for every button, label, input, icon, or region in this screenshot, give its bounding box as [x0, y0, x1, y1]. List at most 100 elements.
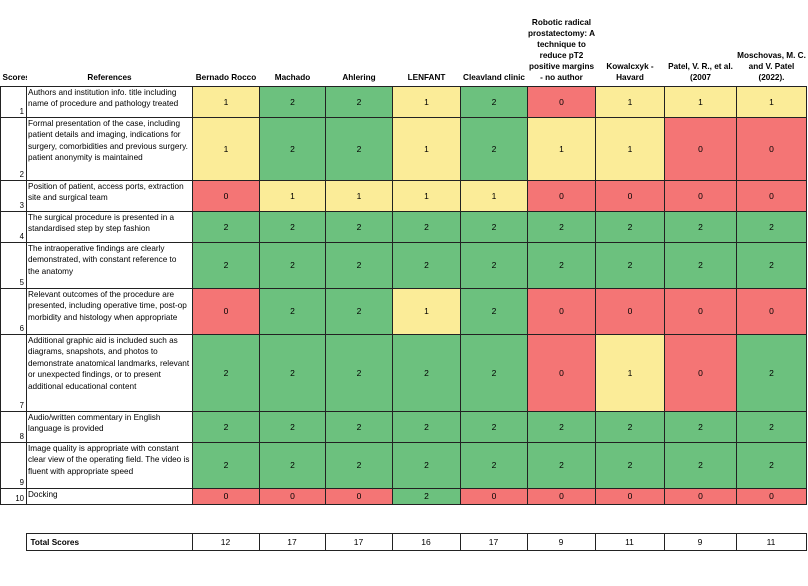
score-cell: 2: [192, 441, 260, 489]
criterion-reference: The intraoperative findings are clearly …: [26, 241, 193, 289]
header-references: References: [26, 0, 193, 86]
scoring-table: Scores References Bernado Rocco Machado …: [0, 0, 807, 505]
header-column: Machado: [259, 0, 326, 86]
total-value: 9: [663, 533, 737, 551]
score-cell: 1: [192, 85, 260, 118]
score-cell: 1: [595, 333, 665, 412]
criterion-reference: Docking: [26, 487, 193, 505]
table-row: 5 The intraoperative findings are clearly…: [0, 241, 807, 289]
score-cell: 2: [664, 410, 737, 443]
score-cell: 2: [392, 241, 461, 289]
header-column: Patel, V. R., et al. (2007: [664, 0, 737, 86]
score-cell: 0: [259, 487, 326, 505]
total-value: 12: [191, 533, 260, 551]
criterion-reference: Authors and institution info. title incl…: [26, 85, 193, 118]
score-cell: 2: [325, 116, 393, 181]
score-cell: 0: [664, 116, 737, 181]
criterion-reference: Position of patient, access ports, extra…: [26, 179, 193, 212]
criterion-number: 1: [0, 85, 27, 118]
score-cell: 2: [736, 333, 807, 412]
score-cell: 0: [664, 287, 737, 335]
score-cell: 1: [392, 85, 461, 118]
criterion-number: 4: [0, 210, 27, 243]
score-cell: 0: [325, 487, 393, 505]
score-cell: 2: [192, 241, 260, 289]
table-row: 9 Image quality is appropriate with const…: [0, 441, 807, 489]
criterion-number: 3: [0, 179, 27, 212]
total-value: 16: [391, 533, 461, 551]
score-cell: 2: [595, 410, 665, 443]
totals-label: Total Scores: [25, 533, 193, 551]
score-cell: 2: [460, 241, 528, 289]
score-cell: 0: [664, 179, 737, 212]
score-cell: 2: [192, 410, 260, 443]
score-cell: 2: [460, 441, 528, 489]
score-cell: 1: [664, 85, 737, 118]
header-column: Robotic radical prostatectomy: A techniq…: [527, 0, 596, 86]
score-cell: 2: [460, 287, 528, 335]
score-cell: 2: [527, 241, 596, 289]
score-cell: 2: [392, 410, 461, 443]
score-cell: 2: [664, 210, 737, 243]
score-cell: 2: [736, 210, 807, 243]
score-cell: 2: [325, 287, 393, 335]
score-cell: 0: [527, 287, 596, 335]
total-value: 17: [459, 533, 528, 551]
total-value: 11: [735, 533, 807, 551]
score-cell: 2: [460, 116, 528, 181]
header-column: Moschovas, M. C. and V. Patel (2022).: [736, 0, 807, 86]
score-cell: 2: [392, 210, 461, 243]
score-cell: 1: [460, 179, 528, 212]
score-cell: 0: [736, 179, 807, 212]
score-cell: 1: [527, 116, 596, 181]
score-cell: 2: [192, 210, 260, 243]
score-cell: 2: [392, 333, 461, 412]
total-value: 17: [324, 533, 393, 551]
criterion-reference: Formal presentation of the case, includi…: [26, 116, 193, 181]
header-row: Scores References Bernado Rocco Machado …: [0, 0, 807, 86]
score-cell: 0: [192, 287, 260, 335]
total-value: 17: [258, 533, 326, 551]
score-cell: 2: [460, 210, 528, 243]
score-cell: 1: [392, 116, 461, 181]
score-cell: 1: [325, 179, 393, 212]
score-cell: 1: [392, 287, 461, 335]
score-cell: 1: [595, 116, 665, 181]
table-row: 2 Formal presentation of the case, includ…: [0, 116, 807, 181]
score-cell: 0: [192, 487, 260, 505]
score-cell: 2: [527, 210, 596, 243]
score-cell: 2: [259, 241, 326, 289]
score-cell: 2: [595, 241, 665, 289]
score-cell: 2: [325, 241, 393, 289]
score-cell: 2: [325, 85, 393, 118]
score-cell: 1: [736, 85, 807, 118]
score-cell: 0: [595, 179, 665, 212]
score-cell: 2: [259, 441, 326, 489]
header-scores: Scores: [0, 0, 27, 86]
header-column: LENFANT: [392, 0, 461, 86]
total-value: 11: [594, 533, 665, 551]
score-cell: 2: [595, 210, 665, 243]
table-row: 1 Authors and institution info. title inc…: [0, 85, 807, 118]
score-cell: 0: [192, 179, 260, 212]
score-cell: 0: [595, 287, 665, 335]
score-cell: 2: [259, 116, 326, 181]
score-cell: 2: [259, 333, 326, 412]
criterion-reference: The surgical procedure is presented in a…: [26, 210, 193, 243]
score-cell: 2: [460, 410, 528, 443]
score-cell: 2: [664, 441, 737, 489]
score-cell: 0: [664, 333, 737, 412]
score-cell: 0: [736, 287, 807, 335]
score-cell: 2: [259, 210, 326, 243]
score-cell: 0: [527, 179, 596, 212]
score-cell: 2: [460, 85, 528, 118]
score-cell: 1: [192, 116, 260, 181]
criterion-reference: Audio/written commentary in English lang…: [26, 410, 193, 443]
criterion-number: 7: [0, 333, 27, 412]
score-cell: 0: [595, 487, 665, 505]
criterion-reference: Relevant outcomes of the procedure are p…: [26, 287, 193, 335]
criterion-number: 10: [0, 487, 27, 505]
score-cell: 2: [325, 333, 393, 412]
score-cell: 2: [595, 441, 665, 489]
